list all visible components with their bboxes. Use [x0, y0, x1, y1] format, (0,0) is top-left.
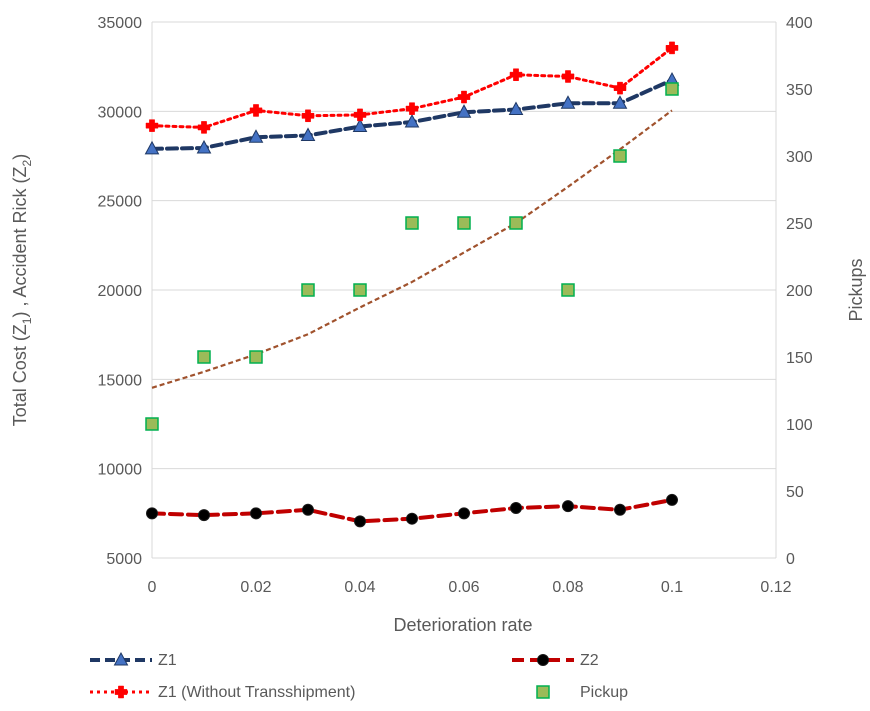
legend-label: Z1	[158, 652, 177, 669]
data-point	[509, 68, 523, 81]
y-axis-title-sub1: 1	[20, 317, 34, 324]
data-point	[510, 501, 522, 514]
pickup-trendline	[151, 109, 673, 389]
y-axis-title-sub2: 2	[20, 159, 34, 166]
y-tick-label: 15000	[98, 372, 143, 389]
y-tick-label: 10000	[98, 462, 143, 479]
legend-label: Z1 (Without Transshipment)	[158, 684, 355, 701]
data-point	[560, 95, 576, 109]
y-axis-title-part2: ) , Accident Rick (Z	[10, 166, 30, 317]
data-point	[458, 507, 470, 520]
data-point	[612, 95, 628, 109]
y2-tick-label: 50	[786, 484, 804, 501]
y-axis-title-part1: Total Cost (Z	[10, 324, 30, 426]
data-point	[508, 101, 524, 116]
y-axis-ticks: 5000 10000 15000 20000 25000 30000 35000	[98, 15, 143, 568]
data-point	[561, 283, 575, 297]
data-point	[196, 139, 212, 154]
data-point	[146, 507, 158, 520]
data-point	[665, 82, 679, 96]
x-tick-label: 0.06	[448, 579, 479, 596]
data-point	[405, 102, 419, 115]
y-axis-title: Total Cost (Z1) , Accident Rick (Z2)	[10, 154, 34, 426]
data-point	[197, 121, 211, 134]
data-point	[250, 507, 262, 520]
data-point	[145, 119, 159, 132]
legend-marker	[537, 654, 549, 666]
data-point	[197, 350, 211, 364]
series-layer	[144, 41, 680, 528]
y-tick-label: 25000	[98, 194, 143, 211]
y2-axis-title: Pickups	[846, 258, 866, 321]
data-point	[249, 350, 263, 364]
y-tick-label: 35000	[98, 15, 143, 32]
data-point	[353, 108, 367, 122]
x-axis-title: Deterioration rate	[393, 615, 532, 635]
data-point	[354, 515, 366, 528]
y2-tick-label: 350	[786, 82, 813, 99]
series-z1-without-transshipment-	[145, 41, 679, 134]
y-tick-label: 20000	[98, 283, 143, 300]
series-z1	[144, 72, 680, 155]
x-tick-label: 0.08	[552, 579, 583, 596]
data-point	[145, 417, 159, 431]
legend-label: Z2	[580, 652, 599, 669]
x-tick-label: 0.12	[760, 579, 791, 596]
data-point	[457, 90, 471, 104]
data-point	[248, 129, 264, 143]
data-point	[301, 109, 315, 123]
data-point	[300, 127, 316, 141]
data-point	[353, 283, 367, 297]
data-point	[665, 41, 679, 55]
data-point	[509, 216, 523, 230]
data-point	[301, 283, 315, 297]
y2-tick-label: 300	[786, 149, 813, 166]
series-z2	[146, 493, 678, 528]
data-point	[456, 104, 472, 118]
x-tick-label: 0.02	[240, 579, 271, 596]
x-axis-ticks: 0 0.02 0.04 0.06 0.08 0.1 0.12	[148, 579, 792, 596]
x-tick-label: 0	[148, 579, 157, 596]
data-point	[302, 503, 314, 516]
data-point	[144, 140, 160, 155]
legend: Z1 Z2 Z1 (Without Transshipment) Pickup	[90, 651, 628, 701]
legend-item: Pickup	[536, 684, 628, 701]
legend-item: Z1 (Without Transshipment)	[90, 684, 355, 701]
data-point	[614, 503, 626, 516]
legend-item: Z2	[512, 652, 599, 669]
y2-axis-ticks: 0 50 100 150 200 250 300 350 400	[786, 15, 813, 568]
data-point	[613, 81, 627, 95]
data-point	[666, 493, 678, 506]
y-tick-label: 30000	[98, 104, 143, 121]
y-tick-label: 5000	[106, 551, 142, 568]
y2-tick-label: 150	[786, 350, 813, 367]
data-point	[405, 216, 419, 230]
legend-label: Pickup	[580, 684, 628, 701]
data-point	[249, 104, 263, 117]
legend-item: Z1	[90, 651, 177, 669]
data-point	[352, 118, 368, 133]
data-point	[406, 512, 418, 525]
y-axis-title-part3: )	[10, 154, 30, 160]
data-point	[613, 149, 627, 163]
y2-tick-label: 100	[786, 417, 813, 434]
data-point	[457, 216, 471, 230]
x-tick-label: 0.04	[344, 579, 375, 596]
y2-tick-label: 200	[786, 283, 813, 300]
series-pickup	[145, 82, 679, 431]
legend-marker	[114, 685, 128, 699]
data-point	[198, 509, 210, 522]
y2-tick-label: 400	[786, 15, 813, 32]
data-point	[562, 500, 574, 513]
legend-marker	[536, 685, 550, 699]
y2-tick-label: 250	[786, 216, 813, 233]
y2-tick-label: 0	[786, 551, 795, 568]
x-tick-label: 0.1	[661, 579, 683, 596]
axes	[151, 22, 777, 559]
data-point	[404, 114, 420, 128]
data-point	[561, 70, 575, 83]
legend-marker	[113, 651, 129, 666]
